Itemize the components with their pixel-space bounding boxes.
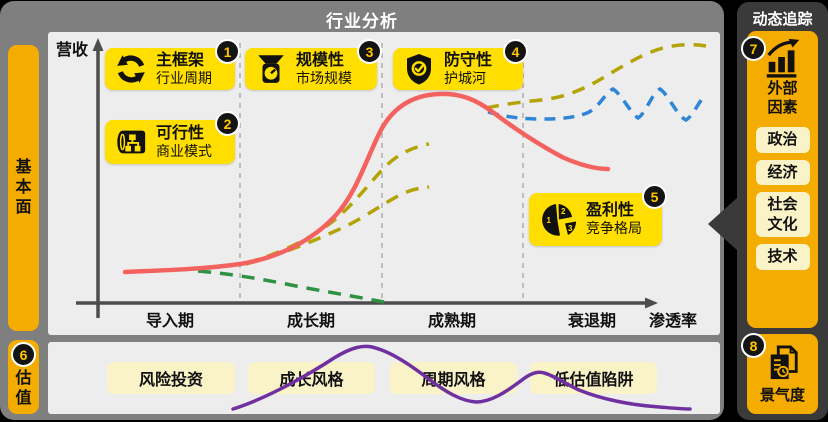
failure-decline-curve	[197, 269, 385, 304]
report-clock-icon	[770, 345, 798, 379]
factor-badge-defense: 防守性 护城河 4	[393, 39, 528, 90]
badge-title: 主框架	[156, 51, 205, 69]
factor-society-culture: 社会 文化	[755, 192, 810, 237]
blueprint-flowchart-icon	[117, 130, 146, 154]
sidebar-valuation: 6 估值	[8, 340, 39, 414]
weighing-scale-icon	[258, 55, 284, 83]
x-axis-end-label: 渗透率	[648, 313, 697, 330]
step-1-badge: 1	[215, 39, 240, 64]
badge-subtitle: 竞争格局	[586, 220, 642, 237]
external-factors-label: 外部 因素	[767, 80, 798, 116]
step-7-badge: 7	[741, 36, 766, 61]
dynamic-tracking-frame: 动态追踪 外部 因素 政治 经济 社会 文化	[737, 2, 828, 420]
style-box-venture: 风险投资	[107, 362, 235, 394]
style-box-value-trap: 低估值陷阱	[530, 362, 657, 394]
prosperity-label: 景气度	[759, 386, 805, 404]
valuation-strip-panel: 风险投资 成长风格 周期风格 低估值陷阱	[48, 342, 720, 414]
pie-segment-1: 1	[547, 216, 552, 225]
lifecycle-chart-panel: 营收 导入期 成长期 成熟期 衰退期 渗透率 主框架 行业周期 1	[48, 32, 720, 335]
y-axis-label: 营收	[56, 42, 89, 59]
trend-up-icon	[766, 38, 799, 78]
lower-scenario-branch-curve	[245, 185, 430, 266]
factor-technology: 技术	[755, 244, 810, 270]
factor-politics: 政治	[755, 127, 810, 153]
recycle-icon	[117, 55, 145, 83]
industry-analysis-frame: 行业分析 基本面 6 估值	[0, 1, 724, 420]
x-label-introduction: 导入期	[145, 313, 194, 330]
y-axis-arrow	[92, 38, 104, 51]
factor-badge-scale: 规模性 市场规模 3	[245, 39, 382, 90]
pie-chart-icon: 1 2 3	[542, 203, 577, 236]
badge-title: 防守性	[444, 51, 493, 69]
badge-subtitle: 商业模式	[156, 142, 212, 159]
step-4-badge: 4	[503, 39, 528, 64]
step-2-badge: 2	[215, 111, 240, 136]
x-label-growth: 成长期	[286, 313, 335, 330]
shield-check-icon	[407, 54, 431, 85]
style-box-cyclical: 周期风格	[390, 362, 517, 394]
step-3-badge: 3	[357, 39, 382, 64]
pie-segment-2: 2	[561, 207, 566, 216]
fundamentals-label: 基本面	[15, 159, 32, 216]
external-factors-panel: 外部 因素 政治 经济 社会 文化 技术	[747, 31, 818, 328]
factor-badge-feasibility: 可行性 商业模式 2	[105, 111, 240, 164]
x-label-maturity: 成熟期	[427, 313, 476, 330]
badge-title: 盈利性	[586, 202, 635, 220]
page-title: 行业分析	[326, 12, 398, 31]
badge-subtitle: 护城河	[444, 69, 486, 86]
factor-badge-profitability: 1 2 3 盈利性 竞争格局 5	[529, 184, 667, 246]
factor-badge-framework: 主框架 行业周期 1	[105, 39, 240, 90]
style-box-growth: 成长风格	[248, 362, 375, 394]
step-5-badge: 5	[642, 184, 667, 209]
pie-segment-3: 3	[568, 224, 573, 233]
step-6-badge: 6	[11, 342, 36, 367]
sidebar-fundamentals: 基本面	[8, 45, 39, 331]
badge-title: 规模性	[296, 51, 345, 69]
step-8-badge: 8	[741, 333, 766, 358]
badge-subtitle: 行业周期	[156, 69, 212, 86]
valuation-label: 估值	[15, 370, 32, 407]
x-label-decline: 衰退期	[567, 313, 616, 330]
prosperity-panel: 景气度	[747, 334, 818, 414]
badge-subtitle: 市场规模	[296, 69, 352, 86]
factor-economy: 经济	[755, 159, 810, 185]
cyclical-oscillation-curve	[487, 86, 708, 122]
upper-scenario-branch-curve	[245, 142, 430, 265]
badge-title: 可行性	[156, 124, 205, 142]
tracking-title: 动态追踪	[752, 11, 813, 28]
